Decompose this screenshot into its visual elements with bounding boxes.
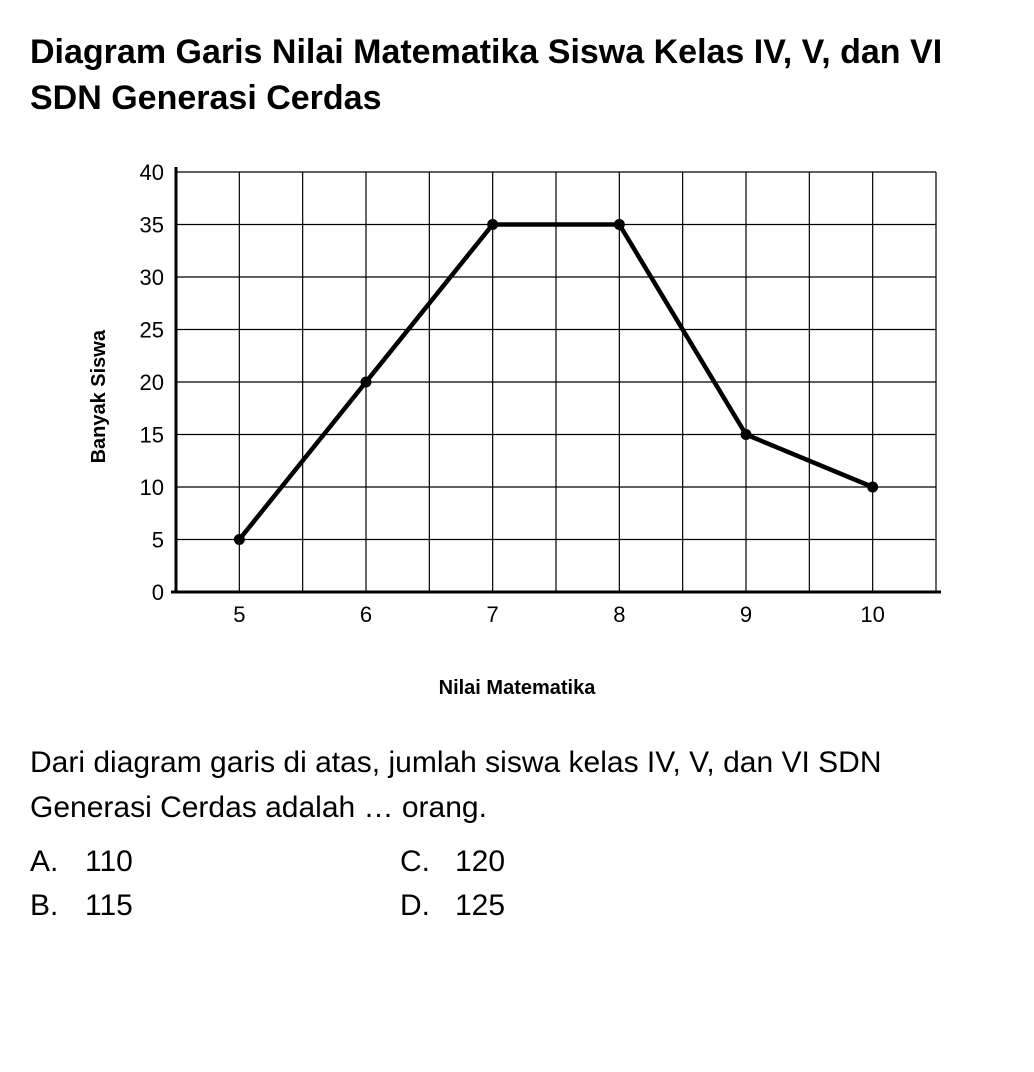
svg-text:6: 6 [360, 602, 372, 627]
option-letter: D. [400, 889, 430, 923]
svg-text:8: 8 [613, 602, 625, 627]
option-value: 115 [85, 889, 133, 923]
svg-text:9: 9 [740, 602, 752, 627]
svg-text:40: 40 [140, 162, 164, 185]
svg-text:30: 30 [140, 265, 164, 290]
option-c: C. 120 [400, 845, 730, 879]
option-letter: C. [400, 845, 430, 879]
svg-text:15: 15 [140, 422, 164, 447]
option-a: A. 110 [30, 845, 360, 879]
svg-text:25: 25 [140, 317, 164, 342]
svg-text:5: 5 [233, 602, 245, 627]
option-letter: B. [30, 889, 60, 923]
svg-text:7: 7 [487, 602, 499, 627]
page-title: Diagram Garis Nilai Matematika Siswa Kel… [30, 30, 1004, 122]
line-chart-container: Banyak Siswa 0 5 10 15 20 25 30 35 40 5 6 7 8 9 10 Nil… [30, 162, 1004, 700]
option-value: 110 [85, 845, 133, 879]
y-axis-label: Banyak Siswa [88, 330, 111, 463]
svg-text:5: 5 [152, 527, 164, 552]
option-value: 125 [455, 889, 505, 923]
svg-text:10: 10 [140, 475, 164, 500]
line-chart: 0 5 10 15 20 25 30 35 40 5 6 7 8 9 10 [121, 162, 946, 632]
x-axis-label: Nilai Matematika [439, 677, 596, 700]
option-letter: A. [30, 845, 60, 879]
option-value: 120 [455, 845, 505, 879]
option-d: D. 125 [400, 889, 730, 923]
question-text: Dari diagram garis di atas, jumlah siswa… [30, 740, 1004, 830]
svg-text:35: 35 [140, 212, 164, 237]
option-b: B. 115 [30, 889, 360, 923]
svg-text:20: 20 [140, 370, 164, 395]
svg-text:0: 0 [152, 580, 164, 605]
svg-text:10: 10 [860, 602, 884, 627]
options-grid: A. 110 C. 120 B. 115 D. 125 [30, 845, 730, 923]
